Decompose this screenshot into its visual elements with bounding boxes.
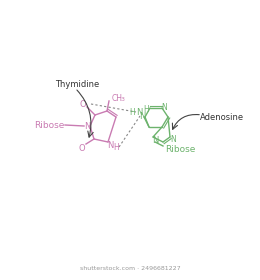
Text: shutterstock.com · 2496681227: shutterstock.com · 2496681227 [80,265,180,270]
Text: CH: CH [112,94,123,102]
Text: N: N [107,141,113,150]
Text: H: H [113,143,119,151]
Text: N: N [170,134,176,144]
Text: Adenosine: Adenosine [200,113,244,122]
Text: H: H [143,104,149,113]
Text: Ribose: Ribose [165,144,195,153]
Text: O: O [79,144,85,153]
Text: N: N [84,122,90,130]
Text: N: N [139,111,145,120]
Text: Thymidine: Thymidine [55,80,99,88]
Text: N: N [161,102,167,111]
Text: N: N [136,108,142,116]
Text: N: N [152,136,158,144]
Text: 3: 3 [121,97,125,102]
Text: H: H [129,108,135,116]
Text: Ribose: Ribose [34,120,64,130]
Text: O: O [80,99,86,109]
